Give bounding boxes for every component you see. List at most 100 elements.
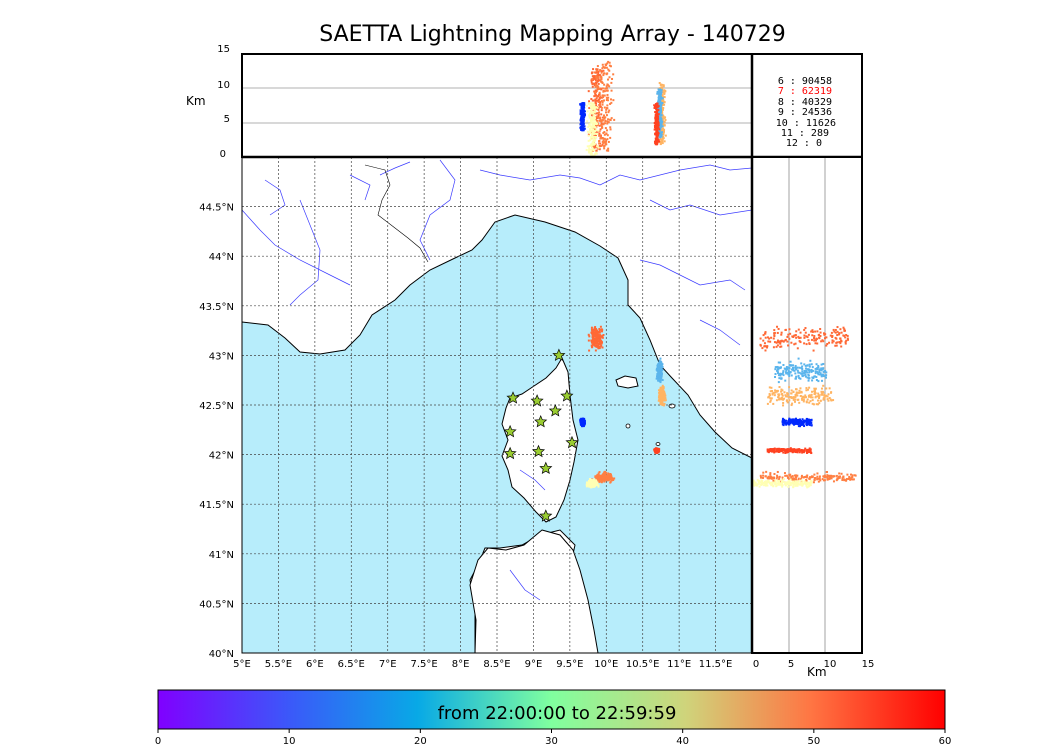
altitude-point bbox=[605, 66, 608, 69]
altitude-point bbox=[606, 83, 609, 86]
side-point bbox=[826, 478, 829, 481]
side-point bbox=[806, 474, 809, 477]
side-axis-label: Km bbox=[807, 665, 827, 679]
side-point bbox=[808, 368, 811, 371]
side-point bbox=[764, 349, 767, 352]
lightning-cluster bbox=[657, 384, 667, 407]
side-point bbox=[806, 364, 809, 367]
side-point bbox=[780, 480, 783, 483]
altitude-point bbox=[663, 117, 666, 120]
lightning-point bbox=[655, 448, 658, 451]
altitude-point bbox=[595, 99, 598, 102]
lightning-point bbox=[660, 396, 663, 399]
lightning-point bbox=[657, 373, 660, 376]
side-point bbox=[843, 328, 846, 331]
side-point bbox=[787, 344, 790, 347]
side-point bbox=[796, 420, 799, 423]
side-point bbox=[782, 424, 785, 427]
side-point bbox=[790, 477, 793, 480]
side-point bbox=[801, 398, 804, 401]
side-point bbox=[775, 345, 778, 348]
altitude-point bbox=[663, 124, 666, 127]
altitude-point bbox=[608, 85, 611, 88]
altitude-point bbox=[582, 106, 585, 109]
altitude-point bbox=[593, 139, 596, 142]
side-point bbox=[833, 475, 836, 478]
altitude-point bbox=[608, 69, 611, 72]
side-point bbox=[803, 336, 806, 339]
side-point bbox=[821, 390, 824, 393]
altitude-point bbox=[597, 78, 600, 81]
altitude-point bbox=[658, 102, 661, 105]
altitude-point bbox=[596, 119, 599, 122]
side-point bbox=[832, 399, 835, 402]
altitude-point bbox=[593, 147, 596, 150]
side-point bbox=[785, 474, 788, 477]
altitude-point bbox=[601, 87, 604, 90]
altitude-point bbox=[604, 116, 607, 119]
side-point bbox=[823, 397, 826, 400]
altitude-point bbox=[657, 91, 660, 94]
lightning-point bbox=[582, 420, 585, 423]
altitude-point bbox=[580, 102, 583, 105]
lightning-point bbox=[597, 343, 600, 346]
side-point bbox=[778, 341, 781, 344]
side-point bbox=[797, 418, 800, 421]
altitude-point bbox=[596, 115, 599, 118]
side-point bbox=[849, 478, 852, 481]
side-point bbox=[843, 479, 846, 482]
lightning-point bbox=[597, 336, 600, 339]
side-point bbox=[772, 448, 775, 451]
altitude-point bbox=[596, 99, 599, 102]
altitude-point bbox=[589, 137, 592, 140]
side-point bbox=[801, 365, 804, 368]
lightning-point bbox=[662, 391, 665, 394]
lightning-point bbox=[595, 337, 598, 340]
side-point bbox=[792, 366, 795, 369]
side-point bbox=[789, 371, 792, 374]
side-point bbox=[826, 395, 829, 398]
lightning-point bbox=[599, 480, 602, 483]
altitude-point bbox=[597, 98, 600, 101]
side-point bbox=[778, 397, 781, 400]
lightning-point bbox=[657, 375, 660, 378]
lat-tick-label: 42°N bbox=[209, 451, 234, 462]
altitude-point bbox=[594, 126, 597, 129]
altitude-point bbox=[608, 61, 611, 64]
side-point bbox=[762, 339, 765, 342]
side-point bbox=[794, 398, 797, 401]
side-point bbox=[805, 419, 808, 422]
altitude-point bbox=[581, 103, 584, 106]
lon-tick-label: 11°E bbox=[667, 659, 691, 670]
side-point bbox=[793, 483, 796, 486]
side-point bbox=[782, 370, 785, 373]
lightning-point bbox=[602, 476, 605, 479]
side-point bbox=[790, 404, 793, 407]
side-point bbox=[774, 373, 777, 376]
side-point bbox=[794, 396, 797, 399]
altitude-point bbox=[600, 109, 603, 112]
altitude-point bbox=[589, 151, 592, 154]
side-point bbox=[777, 478, 780, 481]
side-point bbox=[782, 340, 785, 343]
lightning-point bbox=[661, 396, 664, 399]
side-point bbox=[795, 476, 798, 479]
side-point bbox=[773, 334, 776, 337]
side-point bbox=[845, 477, 848, 480]
altitude-point bbox=[661, 83, 664, 86]
side-point bbox=[777, 327, 780, 330]
side-point bbox=[788, 337, 791, 340]
altitude-point bbox=[591, 135, 594, 138]
altitude-point bbox=[659, 110, 662, 113]
lightning-point bbox=[603, 480, 606, 483]
altitude-point bbox=[660, 114, 663, 117]
side-cluster bbox=[752, 477, 813, 489]
side-point bbox=[760, 479, 763, 482]
altitude-point bbox=[591, 83, 594, 86]
side-point bbox=[826, 475, 829, 478]
side-point bbox=[817, 366, 820, 369]
side-point bbox=[817, 333, 820, 336]
lightning-point bbox=[607, 472, 610, 475]
altitude-point bbox=[598, 130, 601, 133]
altitude-point bbox=[657, 121, 660, 124]
